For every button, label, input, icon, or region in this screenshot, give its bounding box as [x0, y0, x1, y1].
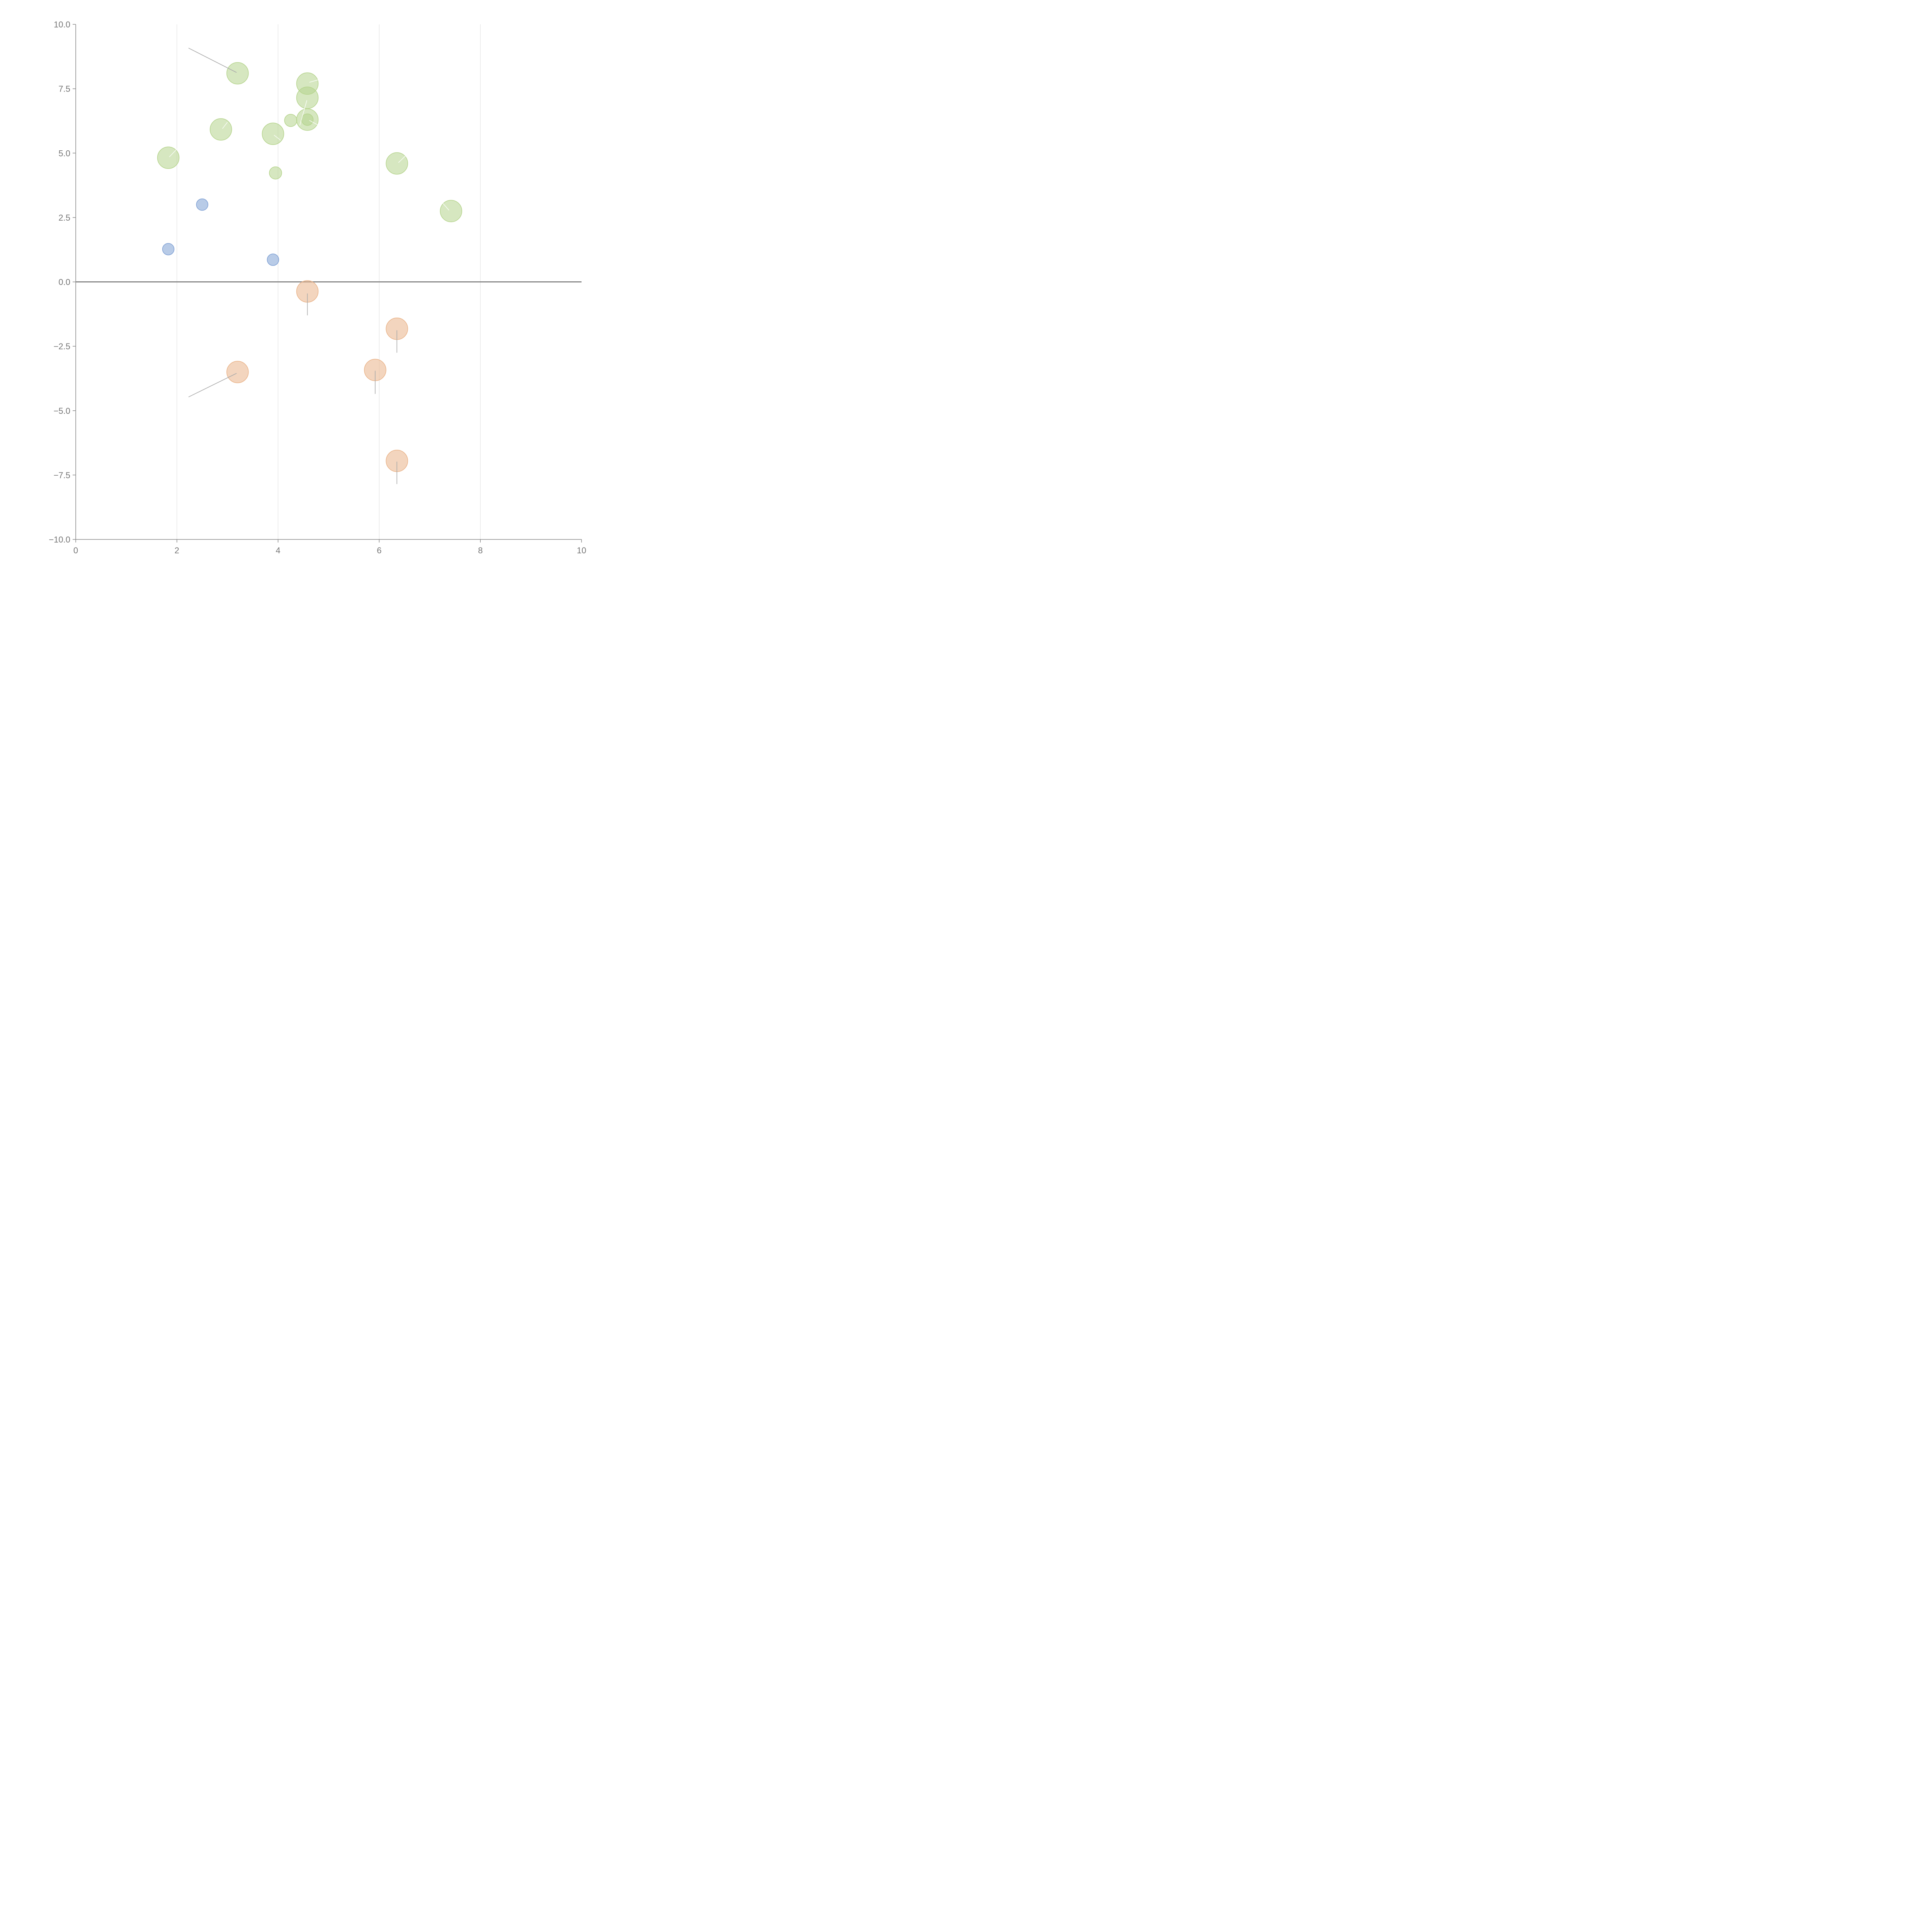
data-point	[209, 118, 232, 141]
data-point	[226, 361, 249, 383]
y-tick-label: −5.0	[54, 406, 70, 416]
tick-labels-layer: −10.0 −7.5 −5.0 −2.5 0.0 2.5 5.0 7.5 10.0 0 2 4 6 8 10	[49, 20, 586, 555]
annotation-leader-line	[188, 48, 237, 73]
x-tick-label: 10	[577, 546, 586, 555]
x-tick-label: 2	[175, 546, 179, 555]
data-point	[296, 87, 319, 109]
x-tick-label: 0	[73, 546, 78, 555]
annotation-leader-line	[442, 202, 449, 211]
annotation-leader-line	[398, 154, 407, 163]
x-tick-label: 6	[377, 546, 381, 555]
data-point	[267, 253, 279, 266]
data-point	[262, 122, 284, 145]
points-layer	[157, 62, 463, 472]
scatter-chart: −10.0 −7.5 −5.0 −2.5 0.0 2.5 5.0 7.5 10.0 0 2 4 6 8 10	[49, 20, 586, 555]
data-point	[284, 114, 298, 127]
annotation-leader-line	[222, 122, 228, 129]
y-tick-label: 0.0	[58, 277, 70, 287]
x-tick-label: 4	[276, 546, 280, 555]
data-point	[386, 152, 408, 175]
data-point	[301, 113, 314, 126]
annotation-leader-line	[309, 79, 319, 83]
annotation-leader-line	[299, 100, 307, 126]
annotation-leader-line	[188, 373, 237, 398]
data-point	[162, 243, 175, 255]
x-tick-label: 8	[478, 546, 483, 555]
annotation-leader-line	[309, 120, 318, 125]
annotation-leader-line	[274, 134, 281, 141]
data-point	[226, 62, 249, 85]
y-tick-label: −7.5	[54, 470, 70, 480]
leaders-layer	[169, 48, 449, 484]
y-tick-label: −10.0	[49, 535, 70, 544]
axes-layer	[73, 24, 582, 543]
data-point	[440, 200, 463, 222]
y-tick-label: 10.0	[54, 20, 70, 29]
data-point	[196, 198, 208, 211]
y-tick-label: 2.5	[58, 213, 70, 223]
annotation-leader-line	[169, 148, 178, 157]
y-tick-label: 7.5	[58, 84, 70, 94]
y-tick-label: 5.0	[58, 148, 70, 158]
y-tick-label: −2.5	[54, 342, 70, 351]
data-point	[269, 166, 282, 180]
